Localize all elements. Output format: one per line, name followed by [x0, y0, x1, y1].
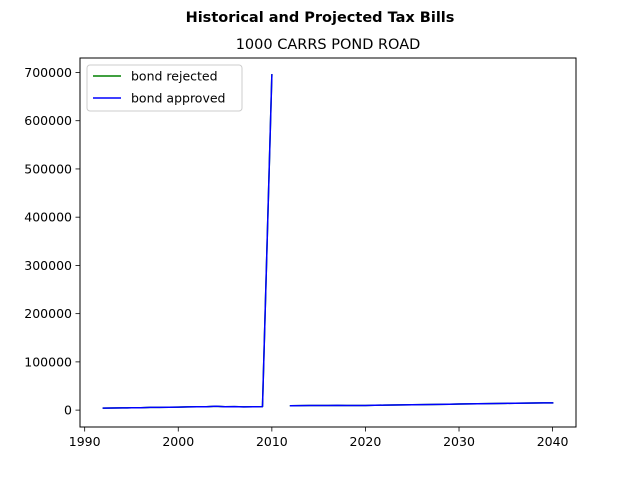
x-tick-label: 1990: [69, 434, 101, 449]
y-tick-label: 0: [64, 403, 72, 418]
y-tick-label: 500000: [24, 161, 72, 176]
x-axis-ticks: 1990 2000 2010 2020 2030 2040: [69, 427, 569, 449]
x-tick-label: 2020: [350, 434, 382, 449]
y-tick-label: 400000: [24, 210, 72, 225]
legend-label-bond-approved: bond approved: [131, 91, 225, 106]
y-axis-ticks: 0 100000 200000 300000 400000 500000 600000 700…: [24, 65, 80, 418]
legend-box: [86, 64, 243, 112]
y-tick-label: 100000: [24, 354, 72, 369]
x-tick-label: 2010: [256, 434, 288, 449]
series-layer: [102, 74, 554, 409]
x-tick-label: 2030: [443, 434, 475, 449]
y-tick-label: 300000: [24, 258, 72, 273]
x-tick-label: 2000: [162, 434, 194, 449]
chart-subtitle: 1000 CARRS POND ROAD: [236, 37, 421, 53]
y-tick-label: 600000: [24, 113, 72, 128]
series-line-bond-approved-segment-1: [102, 74, 273, 409]
series-line-bond-approved-segment-2: [289, 402, 554, 407]
plot-frame: [79, 57, 577, 428]
y-tick-label: 700000: [24, 65, 72, 80]
y-tick-label: 200000: [24, 306, 72, 321]
legend-label-bond-rejected: bond rejected: [131, 69, 218, 84]
plot-area: [80, 58, 576, 427]
legend: bond rejected bond approved: [86, 64, 243, 112]
x-tick-label: 2040: [537, 434, 569, 449]
chart-title: Historical and Projected Tax Bills: [186, 10, 455, 26]
